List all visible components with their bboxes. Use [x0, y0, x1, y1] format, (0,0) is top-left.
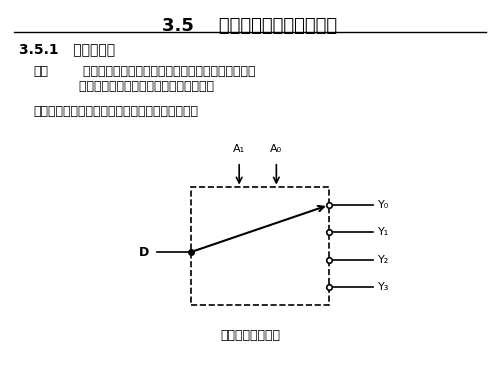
Text: 3.5    数据分配器与数据选择器: 3.5 数据分配器与数据选择器	[162, 17, 338, 35]
Text: 能实现数据分配功能的逻辑电路称为数据分配器。: 能实现数据分配功能的逻辑电路称为数据分配器。	[34, 105, 198, 118]
Text: Y₀: Y₀	[378, 200, 389, 210]
Text: A₀: A₀	[270, 144, 282, 154]
Text: 3.5.1   数据分配器: 3.5.1 数据分配器	[19, 43, 115, 57]
Text: Y₃: Y₃	[378, 282, 389, 292]
Text: 把来自一条输入通道的数据根据通道选择信号分配到
  不同的输出通道这一过程即为数据分配。: 把来自一条输入通道的数据根据通道选择信号分配到 不同的输出通道这一过程即为数据分…	[70, 64, 255, 93]
Text: Y₁: Y₁	[378, 227, 389, 237]
Bar	[191, 188, 328, 305]
Text: Y₂: Y₂	[378, 255, 389, 265]
Text: D: D	[139, 246, 149, 258]
Text: A₁: A₁	[233, 144, 245, 154]
Text: 数据分配器示意图: 数据分配器示意图	[220, 328, 280, 342]
Text: 定义: 定义	[34, 64, 48, 78]
